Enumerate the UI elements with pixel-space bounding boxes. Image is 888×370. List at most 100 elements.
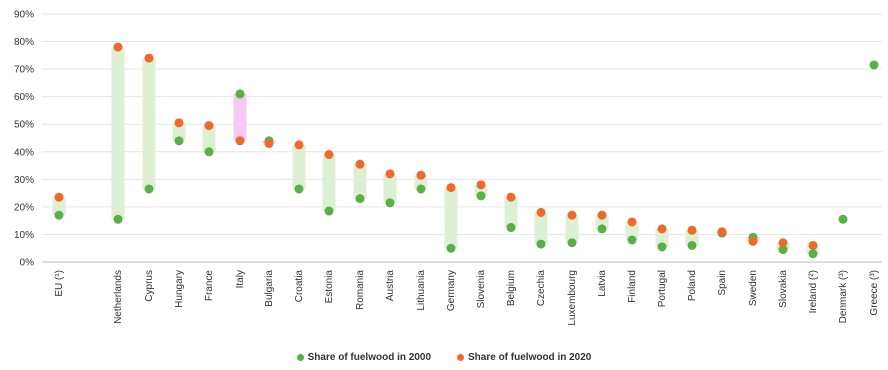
- x-tick-label: Bulgaria: [264, 270, 275, 307]
- x-tick-label: Poland: [687, 270, 698, 301]
- point-2020: [416, 170, 426, 180]
- x-tick-label: Cyprus: [144, 270, 155, 302]
- point-2000: [506, 223, 516, 233]
- legend: Share of fuelwood in 2000 Share of fuelw…: [0, 352, 888, 363]
- point-2020: [748, 236, 758, 246]
- point-2000: [355, 194, 365, 204]
- point-2000: [869, 60, 879, 70]
- legend-label-2000: Share of fuelwood in 2000: [307, 352, 431, 363]
- x-tick-label: Croatia: [294, 270, 305, 303]
- legend-item-2020: Share of fuelwood in 2020: [457, 352, 591, 363]
- x-tick-label: Austria: [385, 270, 396, 302]
- y-tick-label: 20%: [14, 202, 34, 213]
- y-tick-label: 30%: [14, 175, 34, 186]
- point-2000: [838, 214, 848, 224]
- range-bar: [534, 212, 548, 245]
- range-bar: [52, 197, 66, 216]
- data-points: [54, 42, 879, 259]
- point-2020: [657, 224, 667, 234]
- range-bar: [292, 144, 306, 189]
- x-tick-label: Portugal: [657, 270, 668, 307]
- x-tick-label: Romania: [355, 270, 366, 310]
- point-2000: [567, 238, 577, 248]
- y-tick-label: 10%: [14, 230, 34, 241]
- x-tick-label: Latvia: [597, 270, 608, 297]
- x-tick-label: Slovakia: [778, 270, 789, 308]
- x-tick-label: Netherlands: [113, 270, 124, 324]
- x-axis-categories: EU (¹) Netherlands Cyprus Hungary France Ital…: [54, 270, 880, 326]
- point-2020: [204, 121, 214, 131]
- point-2000: [597, 224, 607, 234]
- point-2020: [294, 140, 304, 150]
- y-tick-label: 60%: [14, 92, 34, 103]
- point-2020: [627, 217, 637, 227]
- point-2000: [204, 147, 214, 157]
- y-tick-label: 50%: [14, 120, 34, 131]
- x-tick-label: Lithuania: [416, 270, 427, 311]
- point-2020: [385, 169, 395, 179]
- y-tick-label: 40%: [14, 147, 34, 158]
- y-tick-label: 90%: [14, 10, 34, 21]
- y-tick-label: 80%: [14, 37, 34, 48]
- ranges: [52, 47, 820, 254]
- range-bar: [142, 58, 156, 189]
- point-2000: [808, 249, 818, 259]
- range-bar: [322, 154, 336, 212]
- x-tick-label: Hungary: [174, 270, 185, 308]
- x-tick-label: Luxembourg: [567, 270, 578, 326]
- point-2020: [717, 227, 727, 237]
- range-bar: [172, 122, 186, 141]
- range-bar: [565, 215, 579, 243]
- legend-swatch-2000: [296, 354, 304, 361]
- x-tick-label: Denmark (³): [838, 270, 849, 323]
- point-2020: [446, 183, 456, 193]
- point-2020: [536, 207, 546, 217]
- point-2000: [54, 210, 64, 220]
- legend-item-2000: Share of fuelwood in 2000: [296, 352, 431, 363]
- point-2000: [235, 89, 245, 99]
- x-tick-label: Italy: [235, 270, 246, 288]
- x-tick-label: Finland: [627, 270, 638, 303]
- x-tick-label: Ireland (²): [808, 270, 819, 313]
- x-tick-label: Czechia: [536, 270, 547, 307]
- point-2000: [174, 136, 184, 146]
- point-2020: [597, 210, 607, 220]
- point-2000: [657, 242, 667, 252]
- range-bar: [655, 228, 669, 247]
- point-2000: [385, 198, 395, 208]
- point-2020: [324, 150, 334, 160]
- y-tick-label: 70%: [14, 65, 34, 76]
- x-tick-label: EU (¹): [54, 270, 65, 297]
- range-bar: [504, 197, 518, 228]
- x-tick-label: France: [204, 270, 215, 302]
- range-bar: [383, 173, 397, 203]
- x-tick-label: Slovenia: [476, 270, 487, 309]
- point-2020: [113, 42, 123, 52]
- grid-lines: [42, 13, 882, 263]
- point-2000: [416, 184, 426, 194]
- y-axis-ticks: 0% 10% 20% 30% 40% 50% 60% 70% 80% 90%: [14, 10, 34, 269]
- x-tick-label: Belgium: [506, 270, 517, 306]
- range-bar: [353, 164, 367, 199]
- point-2020: [808, 240, 818, 250]
- point-2020: [144, 53, 154, 63]
- point-2000: [687, 240, 697, 250]
- x-tick-label: Germany: [446, 270, 457, 311]
- point-2000: [627, 235, 637, 245]
- range-bar: [595, 215, 609, 229]
- range-bar: [625, 222, 639, 240]
- point-2020: [778, 238, 788, 248]
- point-2000: [476, 191, 486, 201]
- chart: 0% 10% 20% 30% 40% 50% 60% 70% 80% 90% EU (¹) Neth…: [14, 10, 882, 326]
- point-2020: [567, 210, 577, 220]
- point-2020: [506, 192, 516, 202]
- point-2000: [144, 184, 154, 194]
- range-bar: [202, 125, 216, 152]
- point-2020: [54, 192, 64, 202]
- legend-swatch-2020: [457, 354, 464, 361]
- point-2020: [355, 159, 365, 169]
- point-2020: [687, 225, 697, 235]
- point-2020: [235, 136, 245, 146]
- point-2000: [324, 206, 334, 216]
- range-bar: [444, 187, 458, 249]
